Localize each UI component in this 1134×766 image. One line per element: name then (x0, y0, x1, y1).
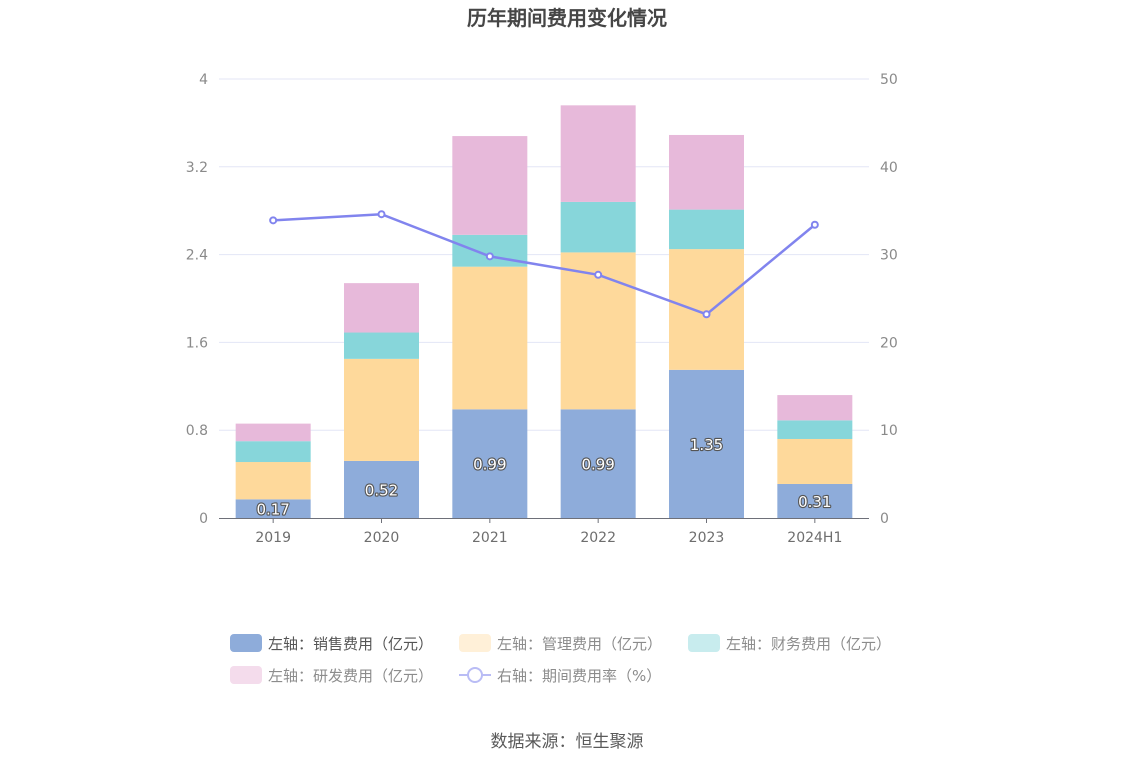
legend-swatch (459, 634, 491, 652)
bar-s2-2024H1 (777, 420, 853, 439)
bar-s3-2023 (669, 134, 744, 210)
bar-s0-2023 (669, 369, 744, 518)
legend-swatch (688, 634, 720, 652)
bar-s2-2019 (235, 441, 311, 463)
bar-s3-2019 (235, 423, 311, 442)
bar-s2-2020 (344, 332, 419, 359)
bar-s1-2020 (344, 358, 419, 461)
bar-s0-2021 (452, 409, 528, 518)
source-note: 数据来源：恒生聚源 (491, 732, 644, 752)
bar-s3-2022 (560, 105, 636, 202)
bar-s0-2024H1 (777, 483, 853, 518)
legend-label: 左轴：财务费用（亿元） (726, 635, 891, 653)
data-labels: 0.17 0.52 0.99 0.99 1.35 0.31 (255, 435, 832, 520)
bar-s1-2021 (452, 266, 528, 410)
bar-s1-2023 (669, 249, 744, 370)
y-right-tick-label: 20 (880, 335, 898, 351)
legend-label: 左轴：研发费用（亿元） (268, 667, 433, 685)
y-left-tick-label: 0 (199, 511, 208, 527)
data-label: 0.99 (473, 456, 506, 474)
legend-item-2[interactable]: 左轴：财务费用（亿元） (688, 634, 891, 653)
legend-label: 左轴：销售费用（亿元） (268, 635, 433, 653)
data-label: 0.99 (581, 456, 614, 474)
bar-s3-2021 (452, 136, 528, 235)
bar-s0-2022 (560, 409, 636, 518)
line-series (269, 210, 819, 319)
legend-item-0[interactable]: 左轴：销售费用（亿元） (230, 634, 433, 653)
y-left-tick-label: 0.8 (186, 423, 208, 439)
line-point-2024H1 (810, 220, 819, 229)
bar-s0-2019 (235, 499, 311, 518)
chart-title: 历年期间费用变化情况 (467, 6, 667, 30)
line-point-2020 (377, 210, 386, 219)
x-tick-label: 2023 (689, 530, 725, 546)
legend-label: 右轴：期间费用率（%） (497, 667, 661, 685)
bar-s2-2022 (560, 201, 636, 253)
y-right-tick-label: 30 (880, 248, 898, 264)
legend-item-1[interactable]: 左轴：管理费用（亿元） (459, 634, 662, 653)
x-axis: 2019 2020 2021 2022 2023 2024H1 (219, 518, 869, 546)
bar-s2-2023 (669, 209, 744, 250)
data-label: 0.31 (798, 493, 831, 511)
line-point-2021 (485, 252, 494, 261)
line-point-2023 (702, 310, 711, 319)
bar-s3-2024H1 (777, 395, 853, 421)
line-point-2022 (594, 270, 603, 279)
x-tick-label: 2021 (472, 530, 508, 546)
line-path-s4 (273, 212, 816, 316)
y-axis-right: 0 10 20 30 40 50 (880, 72, 898, 527)
legend[interactable]: 左轴：销售费用（亿元） 左轴：管理费用（亿元） 左轴：财务费用（亿元） 左轴：研发费用… (230, 634, 891, 685)
y-right-tick-label: 0 (880, 511, 889, 527)
line-point-2019 (269, 216, 278, 225)
legend-item-4[interactable]: 右轴：期间费用率（%） (459, 667, 661, 685)
bar-s3-2020 (344, 283, 419, 333)
y-left-tick-label: 4 (199, 72, 208, 88)
x-tick-label: 2020 (364, 530, 400, 546)
y-left-tick-label: 3.2 (186, 160, 208, 176)
y-left-tick-label: 1.6 (186, 335, 208, 351)
bar-s0-2020 (344, 460, 419, 518)
legend-circle-swatch (467, 667, 483, 683)
data-label: 0.17 (256, 501, 289, 519)
y-right-tick-label: 40 (880, 160, 898, 176)
y-right-tick-label: 50 (880, 72, 898, 88)
data-label: 1.35 (690, 436, 723, 454)
x-tick-label: 2022 (580, 530, 616, 546)
legend-label: 左轴：管理费用（亿元） (497, 635, 662, 653)
y-axis-left: 0 0.8 1.6 2.4 3.2 4 (186, 72, 208, 527)
legend-swatch (230, 666, 262, 684)
x-tick-label: 2019 (255, 530, 291, 546)
bar-series (235, 105, 853, 518)
bar-s1-2024H1 (777, 438, 853, 484)
grid-lines (219, 78, 869, 431)
data-label: 0.52 (365, 481, 398, 499)
y-left-tick-label: 2.4 (186, 248, 208, 264)
legend-item-3[interactable]: 左轴：研发费用（亿元） (230, 666, 433, 685)
bar-s1-2019 (235, 462, 311, 500)
legend-swatch (230, 634, 262, 652)
x-tick-label: 2024H1 (787, 530, 842, 546)
y-right-tick-label: 10 (880, 423, 898, 439)
